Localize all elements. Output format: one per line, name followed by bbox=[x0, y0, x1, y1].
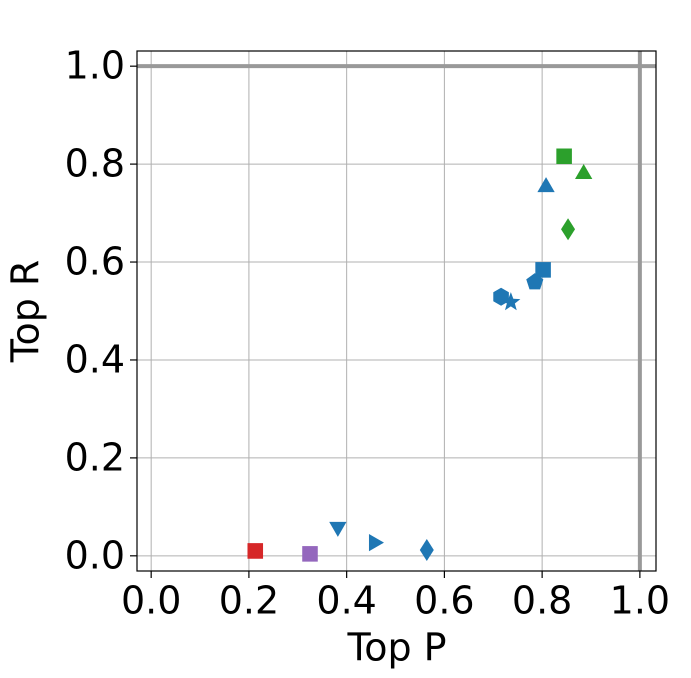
x-tick-label: 0.4 bbox=[316, 579, 376, 623]
point bbox=[537, 177, 555, 193]
point bbox=[302, 546, 318, 562]
point bbox=[561, 218, 576, 241]
point bbox=[556, 148, 572, 165]
x-tick-label: 1.0 bbox=[610, 579, 670, 623]
point bbox=[535, 262, 551, 278]
point bbox=[526, 273, 544, 290]
x-axis-label: Top P bbox=[346, 626, 446, 670]
y-tick-label: 0.2 bbox=[65, 435, 125, 479]
point bbox=[368, 533, 384, 552]
y-tick-label: 0.0 bbox=[65, 533, 125, 577]
point bbox=[575, 163, 593, 179]
x-tick-label: 0.6 bbox=[414, 579, 474, 623]
point bbox=[247, 543, 264, 559]
y-tick-label: 1.0 bbox=[65, 44, 125, 88]
y-axis-label: Top R bbox=[4, 260, 48, 364]
x-tick-label: 0.0 bbox=[121, 579, 181, 623]
plot-frame bbox=[136, 50, 657, 572]
x-tick-label: 0.8 bbox=[512, 579, 572, 623]
point bbox=[419, 538, 434, 561]
y-tick-label: 0.4 bbox=[65, 337, 125, 381]
y-tick-label: 0.8 bbox=[65, 142, 125, 186]
point bbox=[501, 292, 521, 311]
x-tick-label: 0.2 bbox=[219, 579, 279, 623]
y-tick-label: 0.6 bbox=[65, 240, 125, 284]
point bbox=[329, 521, 347, 537]
